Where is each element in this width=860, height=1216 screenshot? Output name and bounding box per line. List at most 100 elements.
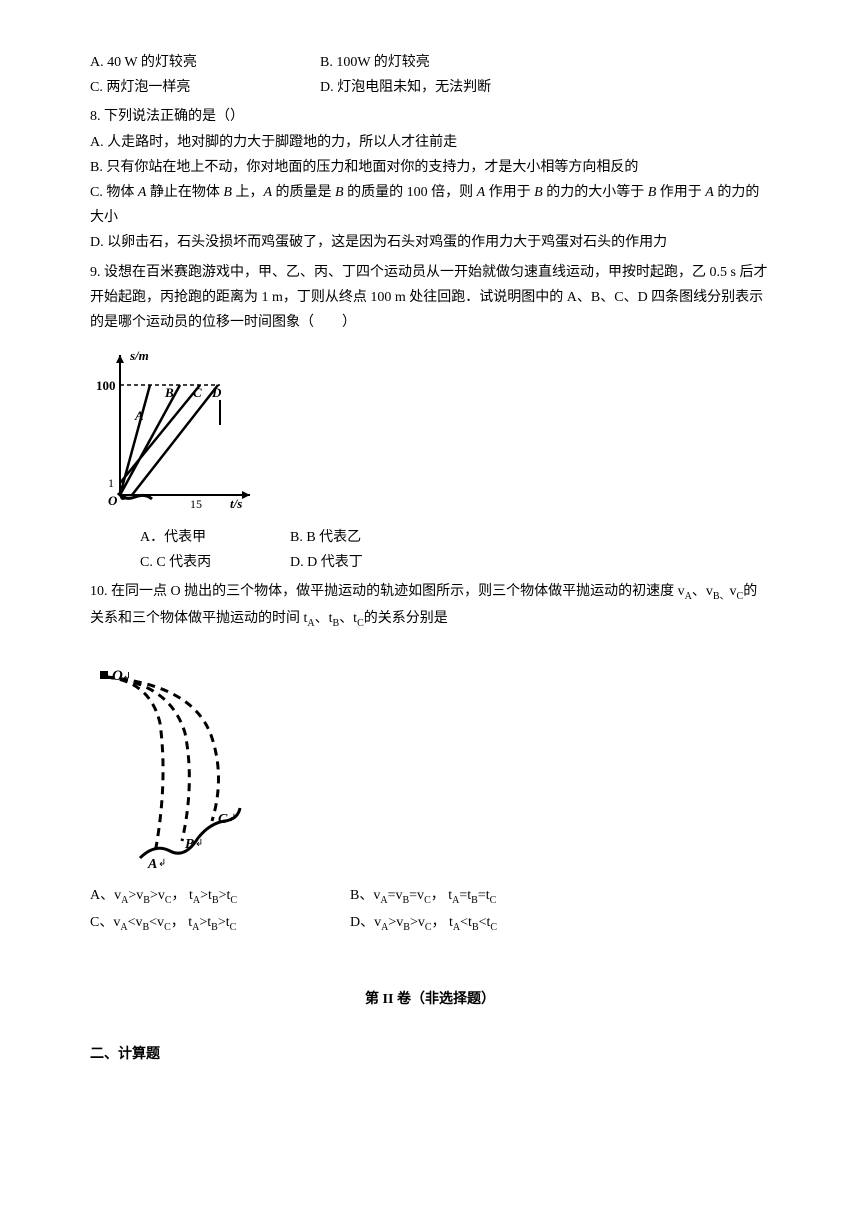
q10-opt-a: A、vA>vB>vC， tA>tB>tC xyxy=(90,883,350,910)
q10-t2: 、v xyxy=(692,584,713,599)
q10-t7: 的关系分别是 xyxy=(364,611,448,626)
oa6: C xyxy=(165,895,172,906)
ob9: =t xyxy=(459,888,471,903)
q9-opt-b: B. B 代表乙 xyxy=(290,525,520,550)
q7-options: A. 40 W 的灯较亮 B. 100W 的灯较亮 xyxy=(90,50,770,75)
q10: 10. 在同一点 O 抛出的三个物体，做平抛运动的轨迹如图所示，则三个物体做平抛… xyxy=(90,579,770,936)
q10-options: A、vA>vB>vC， tA>tB>tC B、vA=vB=vC， tA=tB=t… xyxy=(90,883,770,937)
oc5: <v xyxy=(149,915,164,930)
q8-opt-d: D. 以卵击石，石头没损坏而鸡蛋破了，这是因为石头对鸡蛋的作用力大于鸡蛋对石头的… xyxy=(90,230,770,255)
fig-b-label: B xyxy=(184,837,194,852)
fig-a-label: A xyxy=(147,857,157,872)
q9-opt-c: C. C 代表丙 xyxy=(140,550,290,575)
od11: <t xyxy=(479,915,491,930)
q8c-t4: 的质量是 xyxy=(272,185,335,200)
fig-c-label: C xyxy=(218,812,228,827)
oc1: C、v xyxy=(90,915,120,930)
q9-opt-d: D. D 代表丁 xyxy=(290,550,520,575)
ob1: B、v xyxy=(350,888,380,903)
q9-chart: 100 1 15 O s/m t/s A B C D xyxy=(90,345,260,515)
ob12: C xyxy=(490,895,497,906)
x-axis-label: t/s xyxy=(230,496,242,511)
ob6: C xyxy=(424,895,431,906)
oa1: A、v xyxy=(90,888,121,903)
y-axis-label: s/m xyxy=(129,348,149,363)
ob5: =v xyxy=(409,888,424,903)
q10-figure: O ↲ A ↲ B ↲ C ↲ xyxy=(90,663,770,873)
q8-opt-a: A. 人走路时，地对脚的力大于脚蹬地的力，所以人才往前走 xyxy=(90,130,770,155)
q9-figure: 100 1 15 O s/m t/s A B C D xyxy=(90,345,770,515)
q10-t3: v xyxy=(730,584,737,599)
q10-opt-c: C、vA<vB<vC， tA>tB>tC xyxy=(90,910,350,937)
section-2-subtitle: 二、计算题 xyxy=(90,1042,770,1067)
q10-s6: C xyxy=(357,618,364,629)
oa12: C xyxy=(230,895,237,906)
oc6: C xyxy=(164,922,171,933)
oc10: B xyxy=(211,922,218,933)
oa9: >t xyxy=(200,888,212,903)
oc2: A xyxy=(120,922,127,933)
q8c-b3: B xyxy=(534,185,543,200)
q10-s1: A xyxy=(685,591,692,602)
q8-stem: 8. 下列说法正确的是（） xyxy=(90,104,770,129)
oa5: >v xyxy=(150,888,165,903)
q8c-t1: C. 物体 xyxy=(90,185,138,200)
q9-stem: 9. 设想在百米赛跑游戏中，甲、乙、丙、丁四个运动员从一开始就做匀速直线运动，甲… xyxy=(90,260,770,336)
fig-b-arrow: ↲ xyxy=(195,838,203,849)
line-d-label: D xyxy=(211,385,222,400)
q10-stem: 10. 在同一点 O 抛出的三个物体，做平抛运动的轨迹如图所示，则三个物体做平抛… xyxy=(90,579,770,633)
origin-label: O xyxy=(108,493,118,508)
q7-opt-a: A. 40 W 的灯较亮 xyxy=(90,50,320,75)
q9-options: A．代表甲 B. B 代表乙 C. C 代表丙 D. D 代表丁 xyxy=(90,525,770,575)
q8c-t6: 作用于 xyxy=(485,185,534,200)
oc11: >t xyxy=(218,915,230,930)
q10-s4: A xyxy=(307,618,314,629)
q10-opt-d: D、vA>vB>vC， tA<tB<tC xyxy=(350,910,497,937)
q8c-b1: B xyxy=(223,185,232,200)
q8-opt-b: B. 只有你站在地上不动，你对地面的压力和地面对你的支持力，才是大小相等方向相反… xyxy=(90,155,770,180)
q10-s2: B、 xyxy=(713,591,730,602)
q8c-a3: A xyxy=(477,185,486,200)
oc12: C xyxy=(230,922,237,933)
line-a-label: A xyxy=(134,408,144,423)
q8-opt-c: C. 物体 A 静止在物体 B 上，A 的质量是 B 的质量的 100 倍，则 … xyxy=(90,180,770,230)
oa4: B xyxy=(143,895,150,906)
q8c-t3: 上， xyxy=(232,185,264,200)
q8c-b2: B xyxy=(335,185,344,200)
od12: C xyxy=(490,922,497,933)
od1: D、v xyxy=(350,915,381,930)
ob10: B xyxy=(471,895,478,906)
od4: B xyxy=(403,922,410,933)
q7-options-2: C. 两灯泡一样亮 D. 灯泡电阻未知，无法判断 xyxy=(90,75,770,100)
q8c-t7: 的力的大小等于 xyxy=(543,185,648,200)
od6: C xyxy=(425,922,432,933)
ob2: A xyxy=(380,895,387,906)
section-2-title: 第 II 卷（非选择题） xyxy=(90,987,770,1012)
y-tick-1: 1 xyxy=(108,476,114,490)
line-c-label: C xyxy=(193,385,202,400)
q8c-a2: A xyxy=(263,185,272,200)
q8c-t8: 作用于 xyxy=(656,185,705,200)
od10: B xyxy=(472,922,479,933)
y-tick-100: 100 xyxy=(96,378,116,393)
q8c-t2: 静止在物体 xyxy=(146,185,223,200)
q9: 9. 设想在百米赛跑游戏中，甲、乙、丙、丁四个运动员从一开始就做匀速直线运动，甲… xyxy=(90,260,770,576)
oa3: >v xyxy=(128,888,143,903)
od7: ， t xyxy=(432,915,453,930)
oa11: >t xyxy=(219,888,231,903)
q9-opt-a: A．代表甲 xyxy=(140,525,290,550)
q10-opt-b: B、vA=vB=vC， tA=tB=tC xyxy=(350,883,496,910)
fig-c-arrow: ↲ xyxy=(228,813,236,824)
ob3: =v xyxy=(388,888,403,903)
od3: >v xyxy=(388,915,403,930)
oc9: >t xyxy=(199,915,211,930)
line-b-label: B xyxy=(164,385,174,400)
oc3: <v xyxy=(128,915,143,930)
q8: 8. 下列说法正确的是（） A. 人走路时，地对脚的力大于脚蹬地的力，所以人才往… xyxy=(90,104,770,255)
oc7: ， t xyxy=(171,915,192,930)
oa7: ， t xyxy=(172,888,193,903)
x-tick-15: 15 xyxy=(190,497,202,511)
q7-opt-c: C. 两灯泡一样亮 xyxy=(90,75,320,100)
ob7: ， t xyxy=(431,888,452,903)
oa10: B xyxy=(212,895,219,906)
